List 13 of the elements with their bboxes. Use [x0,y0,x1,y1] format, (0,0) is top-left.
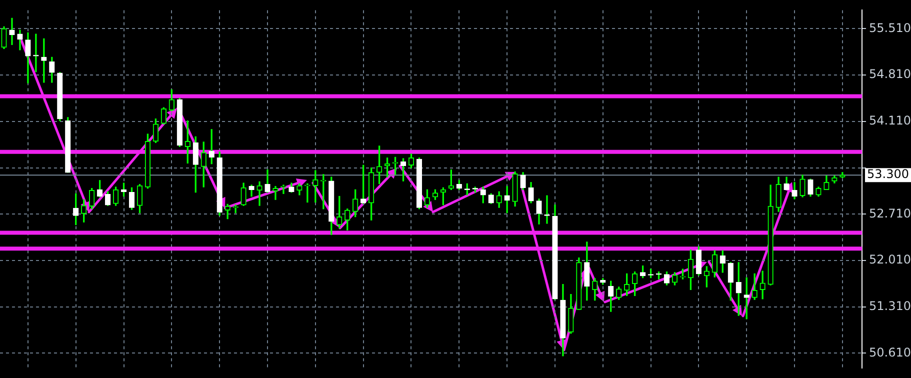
candlestick [9,18,15,45]
y-tick-label: 55.510 [869,20,911,35]
candlestick [272,186,278,200]
ref-line-label: 53.300 [867,167,909,182]
y-tick-label: 54.110 [869,114,911,128]
y-tick-label: 54.810 [869,67,911,82]
candlestick [33,34,39,72]
y-tick-label: 52.010 [869,252,911,267]
candlestick [504,186,510,214]
y-tick-label: 52.710 [869,206,911,220]
y-tick-label: 50.610 [869,345,911,360]
candlestick [256,181,262,206]
y-tick-label: 51.310 [869,299,911,313]
